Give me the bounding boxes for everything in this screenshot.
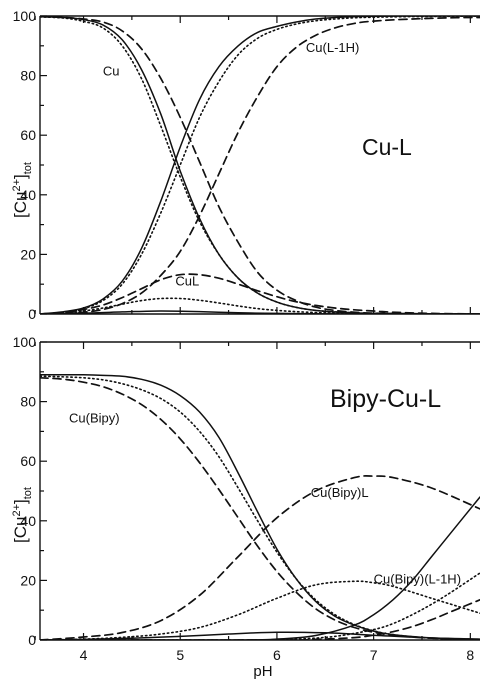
panel-title: Bipy-Cu-L <box>330 385 441 413</box>
annotation-cu-bipy-l-1h: Cu(Bipy)(L-1H) <box>374 571 461 586</box>
curve-cu-bipy-dotted <box>40 375 480 640</box>
tick-marks <box>34 15 471 315</box>
x-tick-label: 4 <box>80 647 88 663</box>
y-tick-label: 60 <box>20 127 36 143</box>
y-tick-label: 100 <box>13 334 37 350</box>
curve-cu-bipy-l-dotted <box>40 580 480 640</box>
panel-bipy-cu-l: 0 20 40 60 80 100 4 5 6 7 8 [Cu2+]tot Bipy-Cu-L p… <box>11 334 480 679</box>
curve-cu-bipy-l-1h-solid <box>40 496 480 640</box>
x-tick-label: 7 <box>370 647 378 663</box>
y-tick-label: 0 <box>28 632 36 648</box>
annotation-cul: CuL <box>175 274 199 289</box>
curve-cu-l-1h-solid <box>40 16 480 314</box>
y-axis-label: [Cu2+]tot <box>11 162 34 218</box>
y-tick-label: 80 <box>20 394 36 410</box>
curve-cu-solid <box>40 16 480 314</box>
y-tick-label: 20 <box>20 572 36 588</box>
annotation-cu-bipy-l: Cu(Bipy)L <box>311 485 369 500</box>
x-tick-label: 5 <box>176 647 184 663</box>
curve-cu-bipy-dashed <box>40 376 480 640</box>
y-tick-label: 100 <box>13 8 37 24</box>
x-tick-label: 6 <box>273 647 281 663</box>
y-tick-label: 60 <box>20 453 36 469</box>
curve-cu-l-1h-dotted <box>40 16 480 314</box>
curve-cu-l-1h-dashed <box>40 16 480 314</box>
y-tick-labels: 0 20 40 60 80 100 <box>13 334 37 648</box>
y-tick-label: 40 <box>20 187 36 203</box>
panel-title: Cu-L <box>362 134 412 160</box>
curve-cu-bipy-l-dashed <box>40 475 480 640</box>
x-tick-label: 8 <box>466 647 474 663</box>
annotation-cu: Cu <box>103 64 120 79</box>
x-tick-labels: 4 5 6 7 8 <box>80 647 475 663</box>
curve-annotations: Cu Cu(L-1H) CuL <box>103 40 360 289</box>
curve-cu-dashed <box>40 16 480 314</box>
species-curves <box>40 374 480 640</box>
species-curves <box>40 16 480 314</box>
curve-annotations: Cu(Bipy) Cu(Bipy)L Cu(Bipy)(L-1H) <box>69 410 461 586</box>
y-tick-label: 20 <box>20 246 36 262</box>
curve-cu-dotted <box>40 16 480 314</box>
curve-cul-dashed <box>40 273 480 314</box>
y-tick-labels: 0 20 40 60 80 100 <box>13 8 37 322</box>
y-tick-label: 0 <box>28 306 36 322</box>
x-axis-label: pH <box>253 663 272 679</box>
y-axis-label: [Cu2+]tot <box>11 487 34 543</box>
curve-cul-dotted <box>40 297 480 314</box>
y-tick-label: 80 <box>20 68 36 84</box>
y-tick-label: 40 <box>20 513 36 529</box>
curve-cu-bipy-l-1h-dotted <box>40 572 480 640</box>
annotation-cu-bipy: Cu(Bipy) <box>69 410 120 425</box>
annotation-cu-l-1h: Cu(L-1H) <box>306 40 359 55</box>
